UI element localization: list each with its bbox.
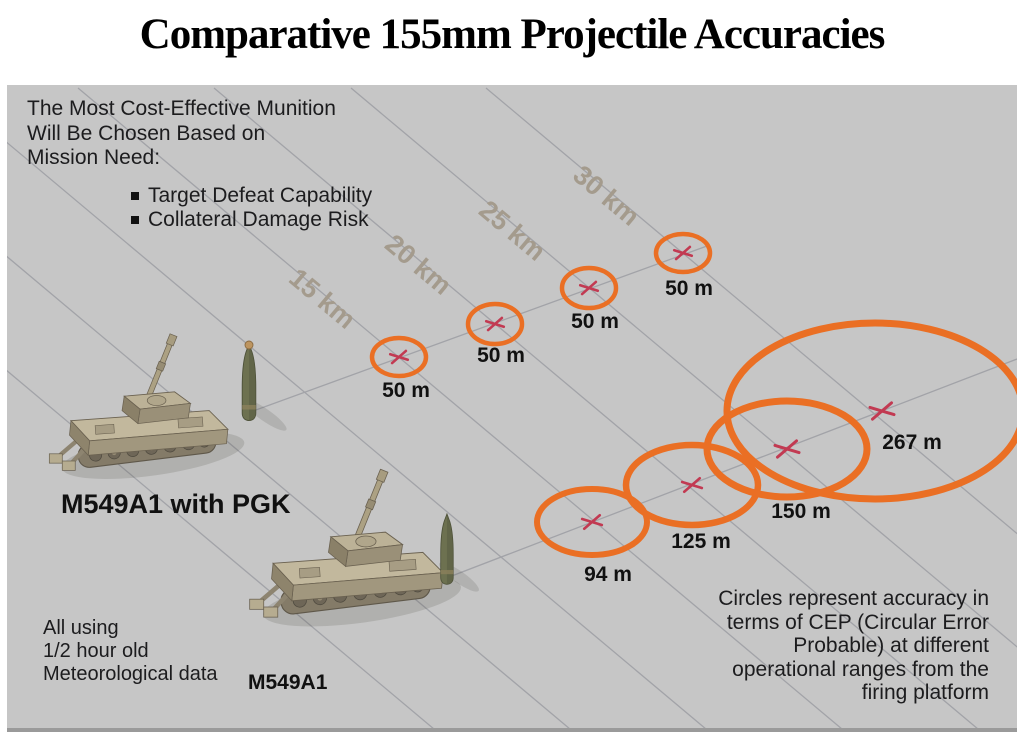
cep-note-line: Circles represent accuracy in	[718, 587, 989, 610]
intro-text: The Most Cost-Effective Munition Will Be…	[27, 97, 427, 232]
diagram-graphics	[7, 87, 1017, 728]
ballistic-cep-circles	[534, 319, 1017, 558]
meteo-line: Meteorological data	[43, 663, 218, 685]
intro-line: The Most Cost-Effective Munition	[27, 97, 336, 120]
bullet-square-icon	[131, 215, 139, 224]
meteo-line: 1/2 hour old	[43, 640, 149, 662]
bullet-item: Collateral Damage Risk	[131, 208, 427, 232]
trajectory-lines	[241, 245, 1017, 598]
bullet-square-icon	[131, 191, 139, 200]
intro-line: Mission Need:	[27, 146, 161, 169]
cep-explanation: Circles represent accuracy in terms of C…	[644, 587, 989, 705]
intro-bullets: Target Defeat Capability Collateral Dama…	[27, 184, 427, 232]
bullet-item: Target Defeat Capability	[131, 184, 427, 208]
diagram-panel: The Most Cost-Effective Munition Will Be…	[7, 85, 1017, 732]
vehicle-label-m549a1: M549A1	[248, 671, 328, 694]
slide-title: Comparative 155mm Projectile Accuracies	[139, 11, 886, 58]
cep-label-pgk-20km: 50 m	[477, 344, 525, 367]
vehicle-label-pgk: M549A1 with PGK	[61, 489, 291, 519]
cep-label-pgk-25km: 50 m	[571, 310, 619, 333]
cep-label-pgk-30km: 50 m	[665, 277, 713, 300]
pgk-projectile-graphic	[241, 340, 257, 421]
cep-note-line: terms of CEP (Circular Error	[726, 610, 989, 634]
projectile-graphic	[440, 513, 454, 585]
bullet-label: Collateral Damage Risk	[148, 207, 369, 231]
cep-label-m549a1-20km: 125 m	[671, 530, 731, 553]
meteo-note: All using 1/2 hour old Meteorological da…	[43, 617, 218, 686]
cep-note-line: operational ranges from the	[732, 657, 989, 681]
intro-line: Will Be Chosen Based on	[27, 121, 266, 145]
cep-note-line: firing platform	[861, 681, 989, 704]
meteo-line: All using	[43, 617, 119, 639]
cep-note-line: Probable) at different	[793, 634, 989, 657]
cep-label-m549a1-25km: 150 m	[771, 500, 831, 523]
pgk-cep-circles	[369, 231, 713, 379]
cep-label-m549a1-30km: 267 m	[882, 431, 942, 454]
cep-label-pgk-15km: 50 m	[382, 379, 430, 402]
cep-label-m549a1-15km: 94 m	[584, 563, 632, 586]
aim-point-crosses	[388, 245, 896, 531]
bullet-label: Target Defeat Capability	[148, 183, 373, 207]
howitzer-pgk-graphic	[49, 334, 247, 488]
